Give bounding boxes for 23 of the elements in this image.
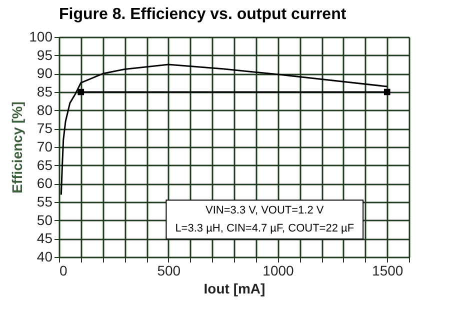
y-tick-label: 75	[36, 120, 53, 136]
y-tick-label: 40	[36, 248, 53, 264]
y-tick-label: 45	[36, 230, 53, 246]
y-tick-label: 90	[36, 65, 53, 82]
y-tick-label: 100	[29, 28, 53, 44]
y-axis-title: Efficiency [%]	[9, 102, 26, 194]
line-series	[60, 64, 388, 196]
y-tick-label: 95	[36, 46, 53, 63]
x-tick-label: 500	[157, 262, 181, 278]
annotation: L=3.3 µH, CIN=4.7 µF, COUT=22 µF	[175, 222, 354, 235]
y-tick-label: 80	[36, 102, 53, 118]
x-tick-label: 0	[60, 262, 68, 278]
y-tick-label: 85	[36, 84, 53, 100]
y-tick-label: 70	[36, 138, 53, 154]
annotation: VIN=3.3 V, VOUT=1.2 V	[206, 204, 324, 216]
y-tick-label: 50	[36, 212, 53, 228]
y-tick-label: 55	[36, 194, 53, 210]
x-tick-label: 1000	[262, 262, 294, 278]
x-tick-label: 1500	[372, 262, 404, 278]
y-tick-label: 60	[36, 175, 53, 192]
chart-title: Figure 8. Efficiency vs. output current	[59, 6, 347, 23]
x-axis-title: Iout [mA]	[204, 280, 266, 296]
y-tick-label: 65	[36, 156, 53, 173]
